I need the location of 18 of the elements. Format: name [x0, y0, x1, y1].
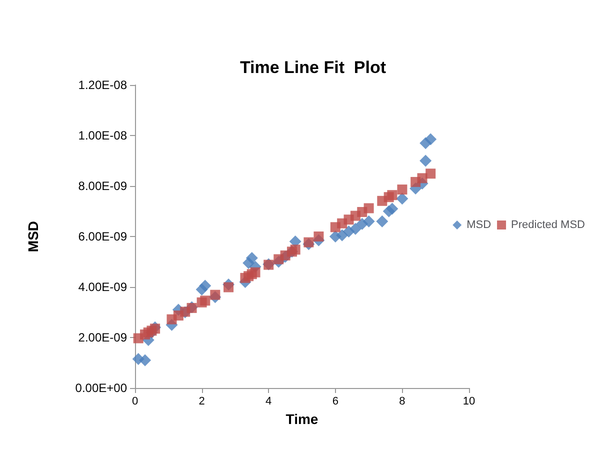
x-tick-label: 6 [332, 396, 338, 408]
x-tick-label: 2 [198, 396, 205, 408]
y-tick-label: 6.00E-09 [78, 230, 128, 244]
x-tick-label: 10 [462, 396, 476, 408]
x-tick-label: 8 [399, 396, 406, 408]
y-tick-label: 2.00E-09 [78, 330, 128, 344]
y-tick-label: 0.00E+00 [75, 381, 128, 395]
y-tick-label: 4.00E-09 [78, 280, 128, 294]
x-tick-label: 0 [132, 396, 138, 408]
y-tick-label: 1.20E-08 [78, 78, 128, 92]
chart-title: Time Line Fit Plot [240, 58, 386, 77]
y-tick-label: 8.00E-09 [78, 179, 128, 193]
legend-label: Predicted MSD [511, 219, 586, 231]
y-axis-title: MSD [25, 220, 41, 252]
y-tick-label: 1.00E-08 [78, 128, 128, 142]
x-tick-label: 4 [266, 396, 272, 408]
legend-label: MSD [466, 219, 492, 231]
x-axis-title: Time [286, 410, 318, 427]
